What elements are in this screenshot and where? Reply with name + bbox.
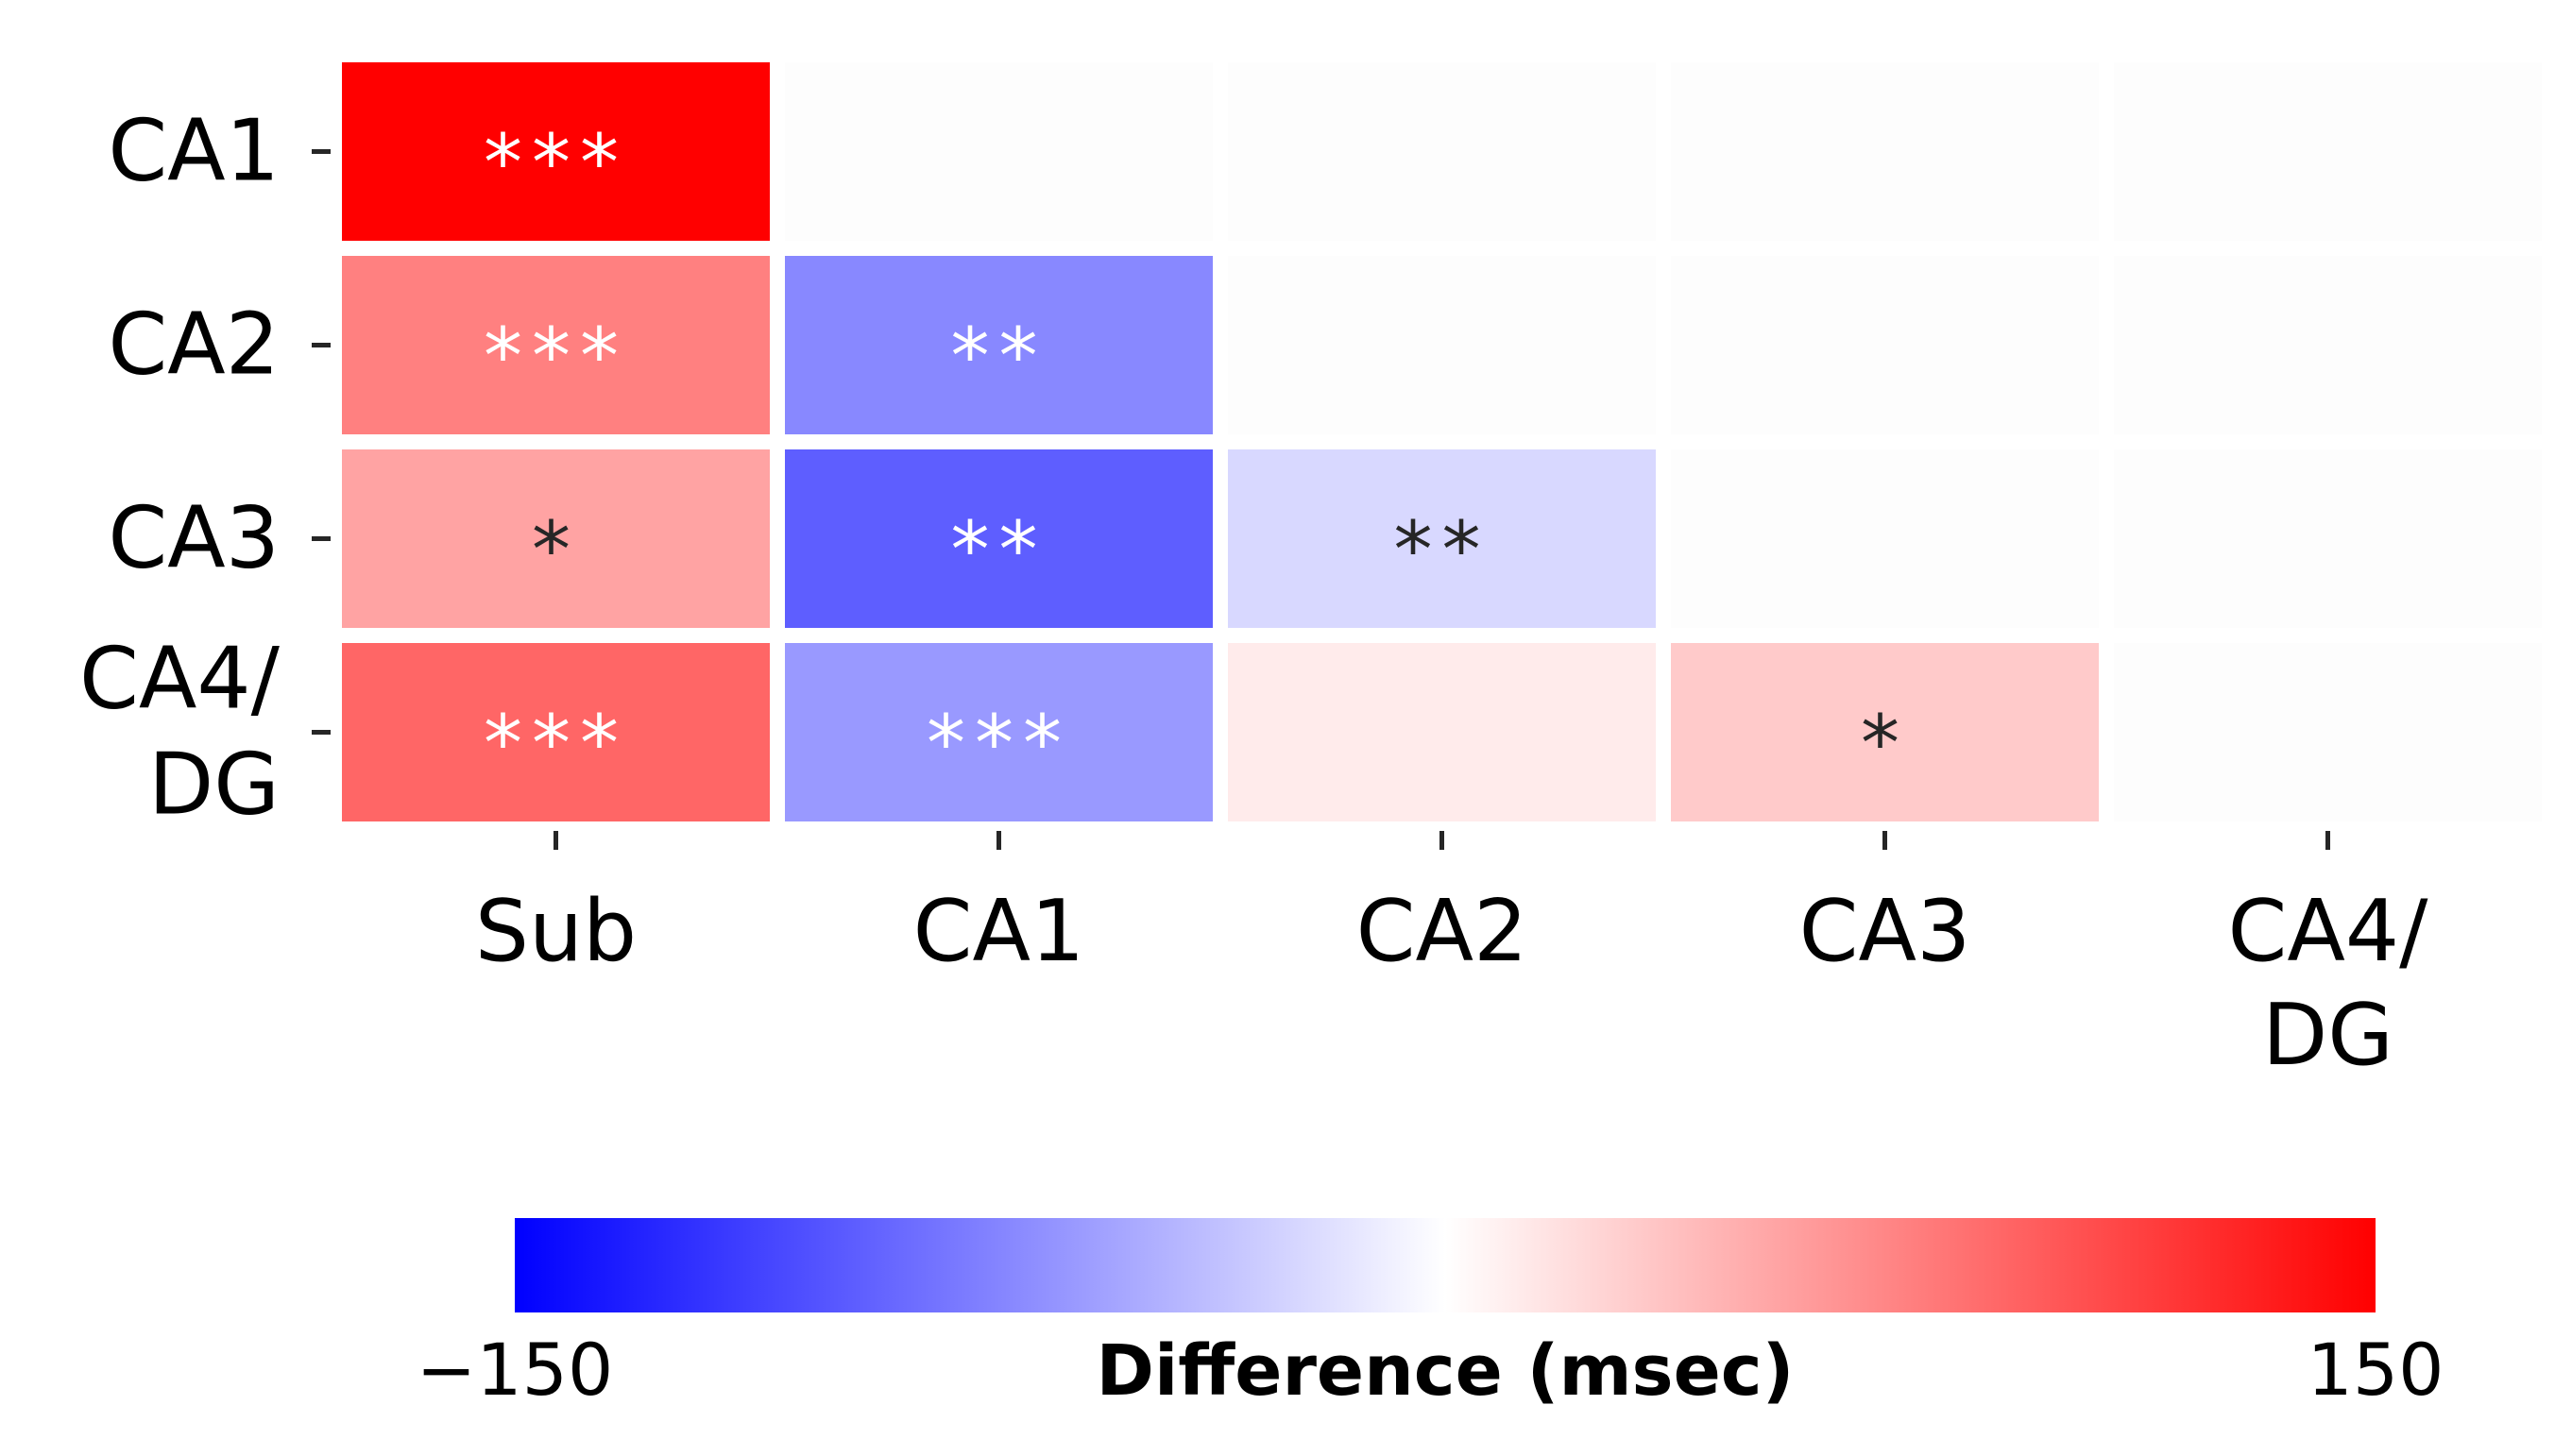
heatmap-cell-empty — [785, 62, 1213, 241]
heatmap-cell — [342, 643, 770, 821]
colorbar-gradient — [515, 1218, 2376, 1312]
y-axis: CA1 CA2 CA3 CA4/DG — [79, 102, 331, 835]
heatmap-cell-empty — [1671, 256, 2099, 434]
x-tick-label: CA4/DG — [2228, 882, 2429, 1085]
heatmap-cell — [1228, 449, 1656, 628]
significance-marker: ** — [951, 506, 1048, 596]
heatmap-cell — [785, 256, 1213, 434]
heatmap-cell-empty — [1228, 256, 1656, 434]
heatmap-cell — [785, 643, 1213, 821]
significance-marker: * — [532, 506, 580, 596]
heatmap-cell-empty — [1671, 449, 2099, 628]
heatmap-cell-empty — [2114, 256, 2542, 434]
significance-marker: *** — [484, 313, 628, 402]
heatmap-cell — [1228, 643, 1656, 821]
y-tick-label: CA4/DG — [79, 630, 281, 835]
colorbar-max-label: 150 — [2307, 1328, 2444, 1412]
y-tick-label: CA3 — [108, 489, 280, 588]
x-axis: Sub CA1 CA2 CA3 CA4/DG — [475, 831, 2428, 1085]
significance-marker: *** — [484, 119, 628, 209]
heatmap-cell — [785, 449, 1213, 628]
y-tick-label: CA1 — [108, 102, 280, 201]
significance-marker: *** — [927, 700, 1071, 789]
x-tick-label: CA2 — [1356, 882, 1528, 981]
colorbar-title: Difference (msec) — [1097, 1330, 1795, 1412]
heatmap-cell-empty — [1671, 62, 2099, 241]
heatmap-cell — [342, 256, 770, 434]
heatmap-cell — [342, 449, 770, 628]
heatmap-cell-empty — [2114, 449, 2542, 628]
x-tick-label: CA1 — [913, 882, 1085, 981]
significance-marker: ** — [951, 313, 1048, 402]
heatmap-cell-empty — [2114, 62, 2542, 241]
significance-marker: ** — [1394, 506, 1490, 596]
heatmap-cell-empty — [2114, 643, 2542, 821]
significance-marker: * — [1861, 700, 1909, 789]
significance-marker: *** — [484, 700, 628, 789]
heatmap-cell — [1671, 643, 2099, 821]
cell-annotations: ****** *** ** ***** *** * — [484, 119, 1909, 789]
y-tick-label: CA2 — [108, 296, 280, 395]
x-tick-label: CA3 — [1799, 882, 1971, 981]
colorbar: −150 Difference (msec) 150 — [417, 1218, 2444, 1412]
x-tick-label: Sub — [475, 882, 637, 981]
heatmap-cell — [342, 62, 770, 241]
heatmap-cell-empty — [1228, 62, 1656, 241]
heatmap-cells — [342, 62, 2542, 821]
colorbar-min-label: −150 — [417, 1328, 614, 1412]
